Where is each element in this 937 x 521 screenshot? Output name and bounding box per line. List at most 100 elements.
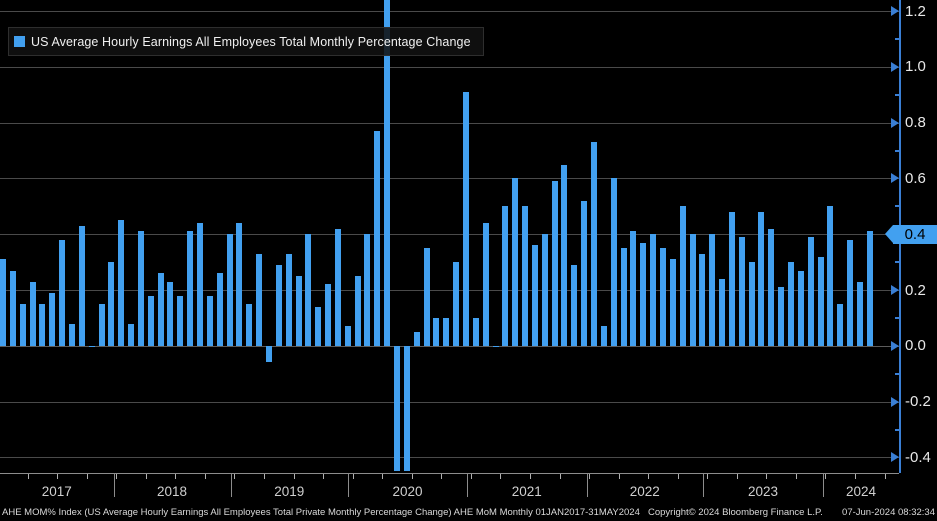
bar: [206, 295, 213, 346]
bar: [39, 303, 46, 346]
bar: [0, 259, 6, 346]
x-minor-tick: [529, 474, 531, 479]
bar: [128, 323, 134, 346]
footer-timestamp: 07-Jun-2024 08:32:34: [842, 507, 935, 518]
y-tick-arrow-icon: [891, 396, 899, 407]
bar: [108, 262, 115, 346]
x-minor-tick: [766, 474, 768, 479]
bar: [610, 178, 617, 346]
bar: [679, 206, 686, 346]
bar: [29, 281, 36, 346]
y-axis-label: 0.8: [905, 114, 926, 132]
x-minor-tick: [825, 474, 827, 479]
y-tick-arrow-icon: [891, 117, 899, 128]
bar: [157, 273, 164, 346]
bar: [659, 248, 666, 346]
bar: [581, 200, 588, 346]
bar: [285, 253, 292, 346]
bar: [59, 239, 66, 346]
y-axis-label: -0.2: [905, 393, 931, 411]
bar: [413, 331, 420, 346]
bar: [531, 245, 538, 346]
bar: [738, 237, 745, 346]
x-minor-tick: [204, 474, 206, 479]
x-minor-tick: [116, 474, 118, 479]
year-label: 2019: [274, 484, 305, 499]
bar: [571, 264, 578, 346]
y-minor-tick: [895, 93, 900, 96]
bar: [502, 206, 509, 346]
x-minor-tick: [234, 474, 236, 479]
legend-swatch-icon: [14, 36, 25, 47]
x-minor-tick: [145, 474, 147, 479]
plot-area[interactable]: [0, 0, 899, 471]
y-axis-label: 0.2: [905, 281, 926, 299]
bar: [256, 253, 263, 346]
bar: [364, 234, 371, 346]
bar: [778, 287, 785, 346]
x-minor-tick: [884, 474, 886, 479]
bar: [561, 164, 568, 346]
bar: [758, 211, 765, 346]
bar: [847, 239, 854, 346]
gridline: [0, 346, 899, 347]
bar: [197, 223, 203, 346]
y-minor-tick: [895, 428, 900, 431]
y-tick-arrow-icon: [891, 285, 899, 295]
gridline: [0, 234, 899, 235]
x-minor-tick: [293, 474, 295, 479]
x-minor-tick: [618, 474, 620, 479]
bar: [797, 270, 804, 346]
gridline: [0, 457, 899, 458]
bar: [689, 234, 696, 346]
bar: [728, 211, 735, 346]
bar: [403, 345, 410, 471]
bar: [147, 295, 154, 346]
bar: [591, 142, 597, 346]
bar: [748, 262, 755, 346]
bar: [315, 306, 322, 346]
bar: [482, 223, 489, 346]
bar: [394, 345, 400, 471]
bar: [512, 178, 519, 346]
year-separator: [703, 474, 704, 497]
footer-copyright: Copyright© 2024 Bloomberg Finance L.P.: [648, 507, 823, 518]
x-minor-tick: [411, 474, 413, 479]
bar: [354, 276, 361, 346]
bar: [295, 276, 302, 346]
x-minor-tick: [500, 474, 502, 479]
year-label: 2018: [156, 484, 188, 499]
bar: [384, 0, 391, 346]
x-minor-tick: [27, 474, 29, 479]
last-value-tag: 0.4: [885, 224, 937, 244]
bar: [246, 303, 253, 346]
bar: [541, 234, 548, 346]
y-axis-label: 1.0: [905, 58, 926, 76]
bar: [433, 317, 440, 346]
bar: [620, 248, 627, 346]
bar: [137, 231, 144, 346]
y-tick-arrow-icon: [891, 6, 899, 16]
bar: [19, 303, 26, 346]
x-minor-tick: [736, 474, 738, 479]
y-axis-label: -0.4: [905, 448, 931, 466]
bar: [374, 131, 381, 346]
bar: [226, 234, 233, 346]
bar: [187, 231, 194, 346]
bar: [492, 345, 499, 347]
y-minor-tick: [895, 37, 900, 40]
x-minor-tick: [677, 474, 679, 479]
legend-label: US Average Hourly Earnings All Employees…: [31, 34, 471, 49]
y-tick-arrow-icon: [891, 452, 899, 463]
bar: [265, 345, 272, 363]
bar: [344, 326, 351, 346]
year-separator: [348, 474, 349, 497]
bar: [807, 237, 814, 346]
y-minor-tick: [895, 149, 900, 152]
bar: [699, 253, 706, 346]
bar: [788, 262, 794, 346]
bar: [69, 323, 75, 346]
legend[interactable]: US Average Hourly Earnings All Employees…: [8, 27, 484, 56]
y-axis-label: 1.2: [905, 2, 926, 20]
